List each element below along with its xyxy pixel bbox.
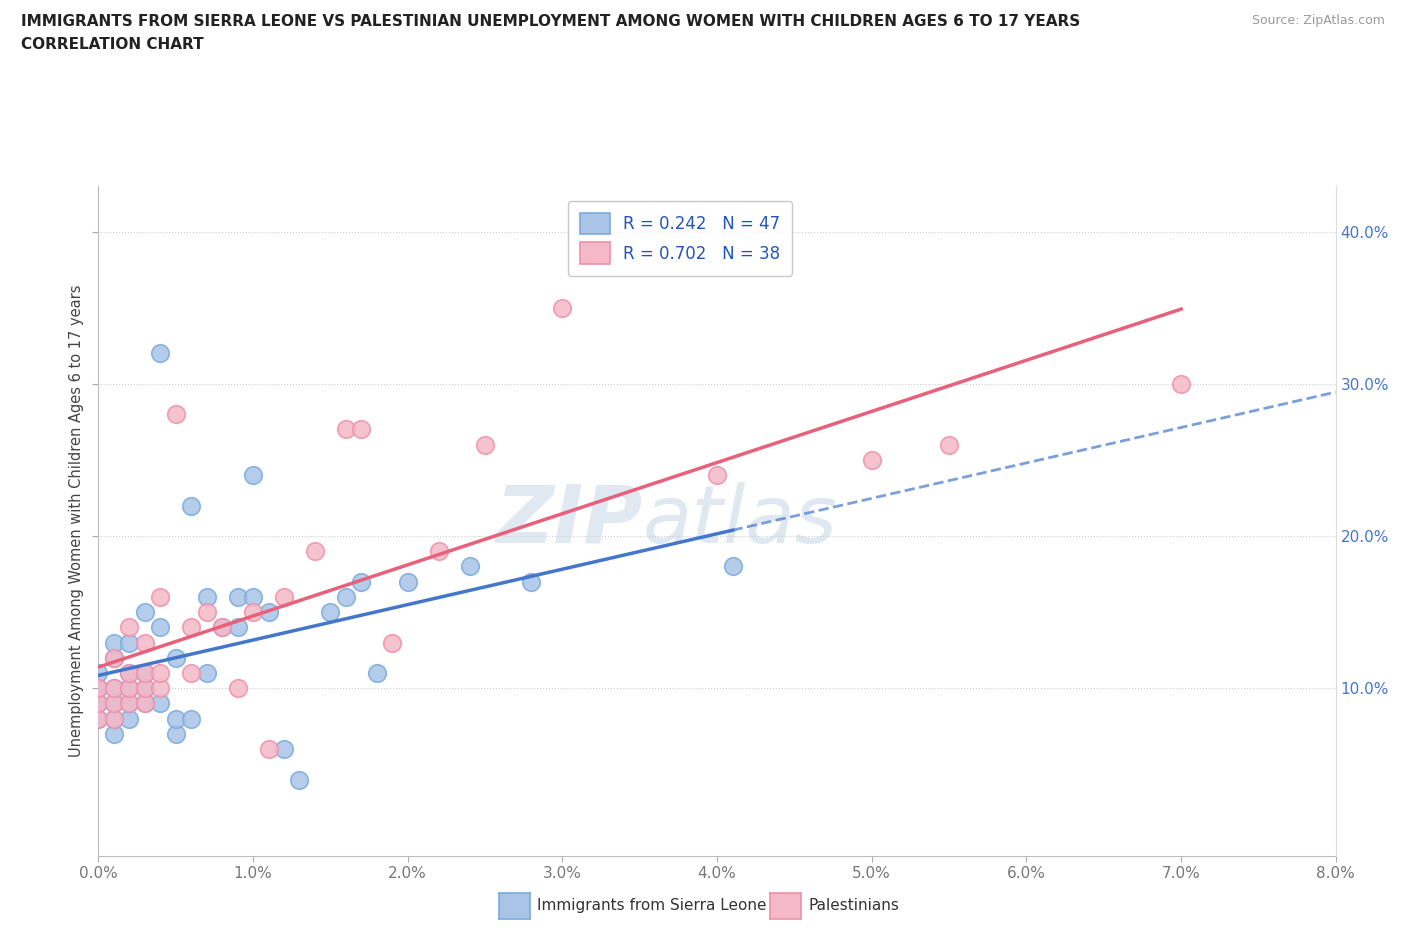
Point [165, 711, 187, 726]
Point [226, 620, 249, 635]
Point [87, 666, 110, 681]
Point [350, 422, 373, 437]
Text: IMMIGRANTS FROM SIERRA LEONE VS PALESTINIAN UNEMPLOYMENT AMONG WOMEN WITH CHILDR: IMMIGRANTS FROM SIERRA LEONE VS PALESTIN… [21, 14, 1080, 29]
Point [118, 635, 141, 650]
Point [87, 711, 110, 726]
Point [118, 681, 141, 696]
Point [381, 635, 404, 650]
Point [427, 544, 450, 559]
Point [458, 559, 481, 574]
Point [149, 696, 172, 711]
Point [350, 574, 373, 589]
Point [103, 681, 125, 696]
Point [226, 681, 249, 696]
Text: Source: ZipAtlas.com: Source: ZipAtlas.com [1251, 14, 1385, 27]
Point [165, 650, 187, 665]
Point [335, 590, 357, 604]
Point [257, 741, 280, 756]
Point [103, 696, 125, 711]
Point [211, 620, 233, 635]
Point [396, 574, 419, 589]
Point [134, 696, 156, 711]
Point [134, 681, 156, 696]
Point [87, 696, 110, 711]
Point [87, 696, 110, 711]
Point [103, 711, 125, 726]
Point [242, 604, 264, 619]
Point [211, 620, 233, 635]
Point [366, 666, 388, 681]
Point [149, 590, 172, 604]
Point [304, 544, 326, 559]
Point [87, 681, 110, 696]
Point [103, 696, 125, 711]
Text: Palestinians: Palestinians [808, 898, 900, 913]
Point [87, 711, 110, 726]
Point [165, 726, 187, 741]
Point [134, 666, 156, 681]
Point [474, 437, 496, 452]
Point [118, 696, 141, 711]
Point [257, 604, 280, 619]
Point [103, 726, 125, 741]
Point [118, 666, 141, 681]
Point [87, 681, 110, 696]
Text: Immigrants from Sierra Leone: Immigrants from Sierra Leone [537, 898, 766, 913]
Point [195, 604, 218, 619]
Point [195, 666, 218, 681]
Point [721, 559, 744, 574]
Point [180, 711, 202, 726]
Point [103, 711, 125, 726]
Point [103, 650, 125, 665]
Point [149, 681, 172, 696]
Text: CORRELATION CHART: CORRELATION CHART [21, 37, 204, 52]
Point [1170, 377, 1192, 392]
Point [87, 681, 110, 696]
Point [180, 498, 202, 513]
Point [226, 590, 249, 604]
Point [180, 620, 202, 635]
Point [118, 711, 141, 726]
Point [149, 666, 172, 681]
Point [134, 604, 156, 619]
Point [319, 604, 342, 619]
Point [860, 453, 883, 468]
Point [134, 635, 156, 650]
Point [134, 666, 156, 681]
Point [118, 696, 141, 711]
Point [149, 620, 172, 635]
Point [118, 620, 141, 635]
Point [118, 681, 141, 696]
Point [134, 696, 156, 711]
Point [149, 346, 172, 361]
Point [242, 590, 264, 604]
Point [180, 666, 202, 681]
Point [118, 666, 141, 681]
Text: ZIP: ZIP [495, 482, 643, 560]
Legend: R = 0.242   N = 47, R = 0.702   N = 38: R = 0.242 N = 47, R = 0.702 N = 38 [568, 201, 792, 275]
Y-axis label: Unemployment Among Women with Children Ages 6 to 17 years: Unemployment Among Women with Children A… [69, 285, 84, 757]
Point [520, 574, 543, 589]
Point [938, 437, 960, 452]
Point [242, 468, 264, 483]
Point [103, 650, 125, 665]
Point [87, 696, 110, 711]
Point [273, 590, 295, 604]
Point [103, 635, 125, 650]
Point [165, 406, 187, 421]
Text: atlas: atlas [643, 482, 838, 560]
Point [195, 590, 218, 604]
Point [134, 681, 156, 696]
Point [706, 468, 728, 483]
Point [335, 422, 357, 437]
Point [551, 300, 574, 315]
Point [288, 772, 311, 787]
Point [103, 681, 125, 696]
Point [273, 741, 295, 756]
